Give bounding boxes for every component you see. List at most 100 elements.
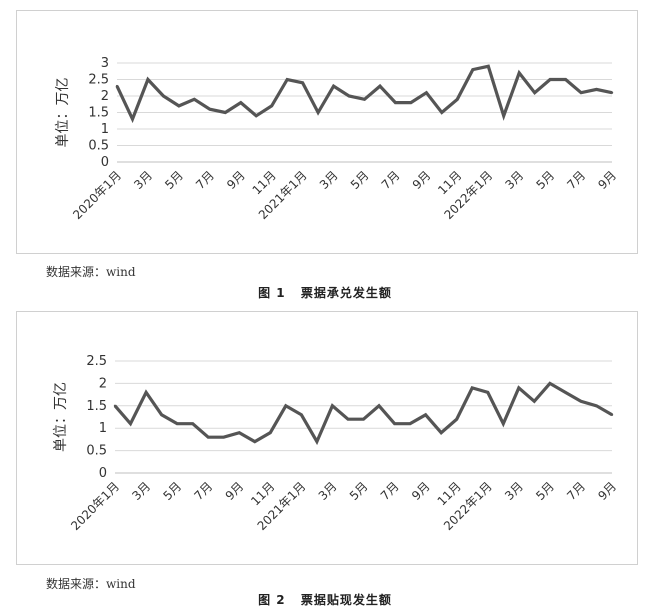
data-point (113, 404, 117, 407)
data-point (486, 391, 489, 394)
data-point (238, 431, 241, 434)
data-point (377, 404, 381, 407)
data-point (533, 91, 536, 94)
data-point (502, 422, 505, 425)
data-point (144, 391, 148, 394)
data-point (471, 68, 474, 71)
x-tick-label: 5月 (348, 168, 372, 192)
data-point (564, 391, 567, 394)
data-point (253, 440, 256, 443)
data-point (579, 91, 583, 94)
data-point (363, 98, 366, 101)
y-tick-label: 2.5 (86, 354, 107, 369)
data-point (564, 78, 567, 81)
x-tick-label: 3月 (131, 168, 155, 192)
data-point (115, 84, 119, 88)
data-point (502, 114, 505, 118)
data-point (191, 422, 194, 425)
x-tick-label: 5月 (533, 479, 557, 503)
data-point (270, 104, 273, 108)
y-tick-label: 0.5 (86, 444, 107, 459)
data-point (160, 413, 163, 416)
data-point (595, 404, 598, 407)
data-point (610, 91, 614, 94)
data-point (129, 422, 132, 425)
x-tick-label: 3月 (129, 479, 153, 503)
data-point (208, 108, 212, 111)
data-point (332, 84, 335, 88)
figure-title-2: 票据贴现发生额 (300, 593, 392, 607)
data-point (517, 386, 521, 390)
y-tick-label: 1 (99, 421, 107, 436)
data-point (177, 104, 181, 108)
figure-number-1: 图 1 (258, 286, 286, 300)
data-point (548, 78, 552, 81)
y-tick-label: 2 (99, 376, 107, 391)
series-line (113, 381, 613, 446)
data-point (487, 65, 490, 68)
data-point (224, 111, 227, 114)
data-point (425, 91, 428, 94)
x-tick-label: 5月 (160, 479, 184, 503)
x-tick-label: 5月 (533, 168, 557, 192)
data-point (146, 78, 150, 81)
y-tick-label: 1.5 (88, 106, 109, 121)
data-point (285, 78, 289, 81)
data-point (595, 88, 598, 91)
x-tick-label: 9月 (595, 479, 619, 503)
data-point (315, 440, 319, 443)
y-tick-label: 0 (101, 155, 109, 170)
data-point (193, 98, 196, 101)
x-tick-label: 9月 (409, 479, 433, 503)
x-tick-label: 7月 (378, 479, 402, 503)
x-tick-label: 3月 (317, 168, 341, 192)
y-tick-label: 2 (101, 89, 109, 104)
data-point (439, 431, 443, 434)
y-tick-label: 2.5 (88, 73, 109, 88)
x-tick-label: 7月 (193, 168, 217, 192)
y-tick-label: 1.5 (86, 399, 107, 414)
data-point (409, 101, 413, 104)
x-tick-label: 9月 (224, 168, 248, 192)
data-point (175, 422, 179, 425)
x-tick-label: 3月 (502, 479, 526, 503)
source-note-2: 数据来源：wind (46, 577, 136, 591)
data-point (162, 94, 165, 98)
data-point (269, 431, 272, 434)
data-point (131, 117, 134, 121)
x-tick-label: 7月 (564, 479, 588, 503)
data-point (300, 413, 303, 416)
x-tick-label: 7月 (379, 168, 403, 192)
y-tick-label: 1 (101, 122, 109, 137)
data-point (456, 98, 459, 101)
data-point (408, 422, 412, 425)
data-point (548, 382, 552, 385)
data-point (610, 413, 614, 416)
data-point (579, 400, 583, 403)
x-tick-label: 7月 (564, 168, 588, 192)
data-point (455, 418, 458, 421)
data-point (239, 101, 242, 104)
data-point (378, 84, 382, 88)
y-tick-label: 0 (99, 466, 107, 481)
data-point (440, 111, 444, 114)
data-point (393, 422, 396, 425)
x-tick-label: 3月 (503, 168, 527, 192)
x-tick-label: 9月 (595, 168, 619, 192)
source-note-1: 数据来源：wind (46, 265, 136, 279)
data-point (533, 400, 536, 403)
data-point (362, 418, 365, 421)
x-tick-label: 3月 (316, 479, 340, 503)
data-point (222, 435, 225, 439)
x-tick-label: 5月 (162, 168, 186, 192)
series-line (115, 64, 613, 124)
data-point (284, 404, 288, 407)
y-axis-label: 单位：万亿 (55, 78, 71, 148)
figure-title-1: 票据承兑发生额 (300, 286, 392, 300)
figure-caption-1: 图 1 票据承兑发生额 (0, 284, 650, 301)
x-tick-label: 2020年1月 (70, 168, 124, 222)
data-point (206, 435, 210, 439)
data-point (301, 81, 304, 85)
